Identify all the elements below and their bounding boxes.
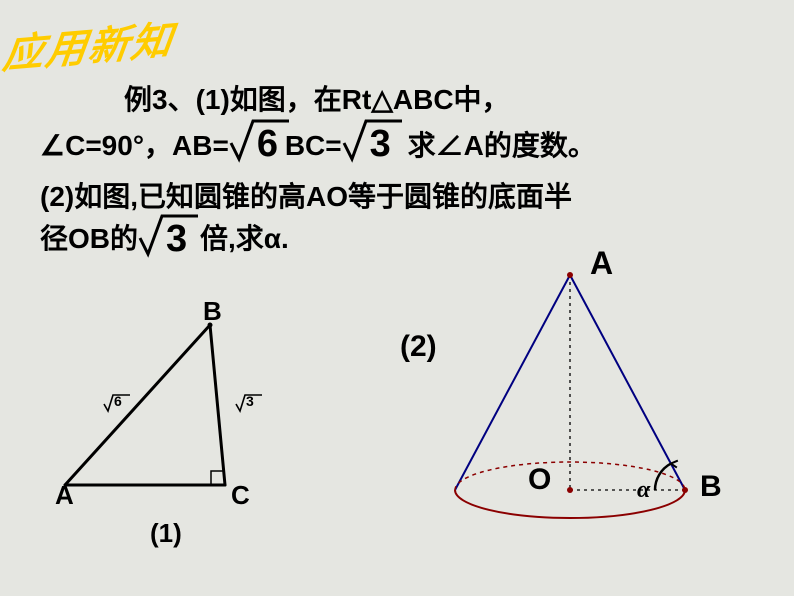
sqrt3-big-a: 3	[342, 115, 404, 174]
p3l2-b: BC=	[285, 130, 342, 161]
fig1-label-A: A	[55, 480, 74, 511]
figure1-wrap: A B C 6 3 (1)	[55, 300, 335, 580]
fig1-edge-BC-val: 3	[246, 393, 254, 409]
p3l2-c: 求∠A的度数。	[408, 130, 596, 161]
sqrt6-big-val: 6	[257, 123, 278, 166]
figure2-svg	[380, 245, 760, 585]
fig1-edge-BC: 3	[235, 392, 263, 419]
fig1-edge-AB-val: 6	[114, 393, 122, 409]
fig2-label-alpha: α	[637, 477, 650, 504]
fig2-label-B: B	[700, 470, 722, 504]
p2l2-b: 倍,求α.	[200, 223, 289, 254]
figure2-wrap: A O B α (2)	[380, 245, 760, 585]
problem2-line1: (2)如图,已知圆锥的高AO等于圆锥的底面半	[40, 175, 572, 215]
fig1-label-B: B	[203, 296, 222, 327]
fig2-caption: (2)	[400, 330, 437, 364]
sqrt3-big-a-val: 3	[370, 123, 391, 166]
fig1-label-C: C	[231, 480, 250, 511]
sqrt3-big-b-val: 3	[166, 218, 187, 261]
fig2-label-A: A	[590, 245, 613, 282]
problem3-line1: 例3、(1)如图，在Rt△ABC中，	[124, 78, 510, 118]
p2l2-a: 径OB的	[40, 223, 138, 254]
fig2-label-O: O	[528, 463, 551, 497]
problem2-line2: 径OB的 3 倍,求α.	[40, 210, 289, 269]
section-header: 应用新知	[0, 8, 178, 80]
p3l2-a: ∠C=90°，AB=	[40, 130, 229, 161]
figure1-svg	[55, 300, 335, 580]
sqrt3-big-b: 3	[138, 210, 200, 269]
fig1-caption: (1)	[150, 518, 182, 549]
fig1-edge-AB: 6	[103, 392, 131, 419]
sqrt6-big: 6	[229, 115, 291, 174]
problem3-line2: ∠C=90°，AB= 6 BC= 3 求∠A的度数。	[40, 115, 596, 174]
